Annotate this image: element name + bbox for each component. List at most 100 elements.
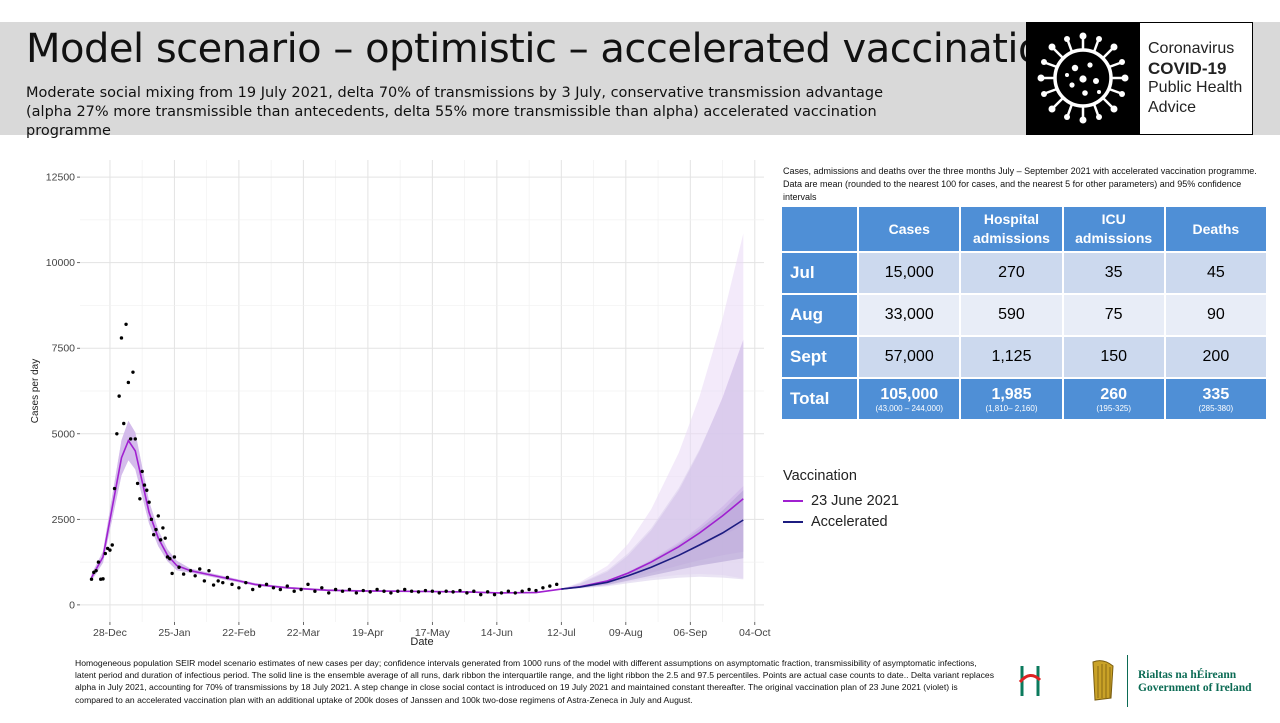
- footnote: Homogeneous population SEIR model scenar…: [75, 658, 994, 705]
- observed-point: [361, 588, 365, 593]
- observed-point: [221, 580, 225, 585]
- observed-point: [444, 589, 448, 593]
- virus-icon: [1037, 32, 1129, 124]
- observed-point: [103, 551, 108, 556]
- observed-point: [320, 586, 324, 590]
- total-icu-cell: 260 (195-325): [1061, 377, 1166, 421]
- line-accelerated: [561, 519, 744, 590]
- cell-deaths: 200: [1163, 335, 1269, 379]
- observed-point: [124, 322, 128, 326]
- gov-wordmark: Rialtas na hÉireann Government of Irelan…: [1138, 669, 1252, 695]
- observed-point: [244, 580, 248, 585]
- observed-point: [271, 586, 276, 590]
- observed-point: [170, 571, 174, 576]
- observed-point: [292, 589, 296, 593]
- observed-point: [142, 483, 147, 487]
- observed-point: [416, 590, 421, 594]
- header-deaths: Deaths: [1163, 205, 1269, 253]
- observed-point: [198, 567, 202, 571]
- observed-point: [264, 582, 269, 587]
- observed-point: [149, 517, 154, 522]
- x-tick-label: 06-Sep: [673, 627, 707, 639]
- observed-point: [485, 590, 490, 594]
- observed-point: [207, 568, 211, 573]
- gov-line-irish: Rialtas na hÉireann: [1138, 669, 1237, 681]
- ribbon-accelerated-outer: [561, 341, 744, 590]
- observed-point: [541, 586, 545, 590]
- observed-point: [396, 589, 400, 593]
- legend-item-june: 23 June 2021: [783, 490, 899, 511]
- model-ribbons: [91, 233, 744, 594]
- total-deaths-ci: (285-380): [1198, 403, 1234, 413]
- badge-line-2: COVID-19: [1148, 58, 1227, 78]
- observed-point: [313, 589, 317, 593]
- table-header-row: Cases Hospital admissions ICU admissions…: [779, 205, 1269, 253]
- observed-point: [131, 370, 135, 374]
- observed-point: [382, 589, 386, 593]
- observed-point: [154, 527, 158, 532]
- x-tick-label: 19-Apr: [352, 627, 384, 639]
- total-label: Total: [779, 377, 860, 421]
- total-cases: 105,000: [880, 385, 939, 403]
- observed-point: [451, 590, 455, 594]
- x-tick-label: 17-May: [415, 627, 451, 639]
- observed-point: [506, 589, 511, 593]
- observed-point: [458, 588, 462, 593]
- row-label: Jul: [779, 251, 860, 295]
- observed-point: [251, 587, 255, 592]
- gov-line-english: Government of Ireland: [1138, 682, 1252, 694]
- total-cases-ci: (43,000 – 244,000): [875, 403, 944, 413]
- observed-point: [285, 584, 289, 588]
- observed-point: [230, 582, 234, 587]
- line-june-2021: [90, 438, 744, 594]
- cases-chart: 0 2500 5000 7500 10000 12500 28-Dec 25-Jan 22-Fe…: [30, 160, 771, 648]
- table-total-row: Total 105,000 (43,000 – 244,000) 1,985 (…: [779, 377, 1269, 421]
- observed-point: [499, 591, 504, 595]
- observed-point: [534, 588, 538, 593]
- total-cases-cell: 105,000 (43,000 – 244,000): [857, 377, 962, 421]
- legend-swatch-accelerated: [783, 520, 803, 523]
- observed-point: [211, 583, 216, 587]
- x-tick-label: 22-Mar: [287, 627, 321, 639]
- observed-point: [347, 587, 352, 592]
- virus-logo: [1027, 23, 1140, 134]
- observed-point: [492, 592, 497, 597]
- observed-point: [202, 579, 207, 583]
- model-lines: [90, 438, 744, 594]
- observed-point: [472, 589, 476, 593]
- observed-point: [94, 568, 98, 573]
- x-tick-label: 28-Dec: [93, 627, 127, 639]
- observed-point: [375, 587, 379, 592]
- table-row: Aug 33,000 590 75 90: [779, 293, 1269, 337]
- observed-point: [520, 589, 524, 593]
- observed-point: [147, 500, 151, 504]
- observed-point: [115, 432, 119, 436]
- legend-swatch-june: [783, 499, 803, 502]
- observed-point: [193, 574, 197, 578]
- hse-logo-icon: [1018, 666, 1042, 696]
- gov-divider: [1127, 655, 1128, 707]
- observed-point: [177, 565, 181, 569]
- observed-point: [133, 437, 137, 441]
- observed-point: [423, 588, 428, 593]
- cell-icu: 35: [1061, 251, 1166, 295]
- y-tick-label: 12500: [46, 172, 75, 184]
- table-row: Jul 15,000 270 35 45: [779, 251, 1269, 295]
- cell-cases: 57,000: [857, 335, 962, 379]
- observed-point: [513, 591, 517, 595]
- x-tick-label: 14-Jun: [481, 627, 513, 639]
- observed-point: [555, 582, 559, 587]
- x-tick-label: 09-Aug: [609, 627, 643, 639]
- observed-point: [96, 560, 101, 564]
- observed-point: [110, 543, 114, 547]
- observed-point: [479, 592, 483, 597]
- observed-point: [437, 591, 441, 595]
- page-subtitle: Moderate social mixing from 19 July 2021…: [26, 85, 884, 139]
- cell-icu: 150: [1061, 335, 1166, 379]
- observed-point: [527, 587, 531, 592]
- chart-grid: [80, 160, 764, 622]
- table-caption: Cases, admissions and deaths over the th…: [783, 166, 1257, 202]
- row-label: Aug: [779, 293, 860, 337]
- cell-hospital: 270: [959, 251, 1064, 295]
- ribbon-accelerated-iqr: [561, 490, 744, 590]
